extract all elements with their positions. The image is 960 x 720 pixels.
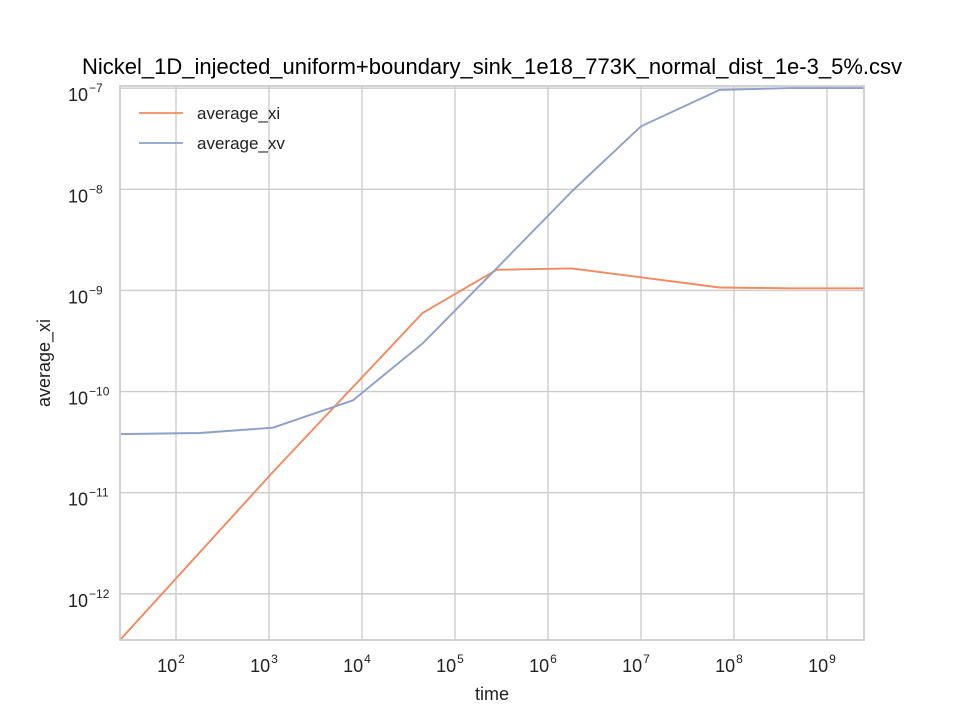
x-tick-label: 105 <box>436 652 464 676</box>
series-lines <box>119 87 864 641</box>
legend: average_xi average_xv <box>139 104 285 153</box>
legend-label-average-xi: average_xi <box>197 104 280 123</box>
series-line-average-xi <box>119 267 864 641</box>
y-axis-ticks: 10−12 10−11 10−10 10−9 10−8 10−7 <box>68 81 110 611</box>
x-tick-label: 104 <box>343 652 371 676</box>
x-axis-label: time <box>475 684 509 704</box>
x-tick-label: 108 <box>715 652 743 676</box>
plot-frame <box>119 85 865 641</box>
grid <box>120 86 864 640</box>
y-tick-label: 10−11 <box>68 486 109 510</box>
series-line-average-xv <box>119 87 864 436</box>
x-axis-ticks: 102 103 104 105 106 107 108 109 <box>157 652 836 676</box>
x-tick-label: 103 <box>250 652 278 676</box>
x-tick-label: 107 <box>622 652 650 676</box>
y-axis-label: average_xi <box>34 319 55 407</box>
x-tick-label: 109 <box>808 652 836 676</box>
y-tick-label: 10−10 <box>68 385 110 409</box>
chart-title: Nickel_1D_injected_uniform+boundary_sink… <box>82 54 902 79</box>
y-tick-label: 10−8 <box>68 182 103 206</box>
x-tick-label: 106 <box>529 652 557 676</box>
x-tick-label: 102 <box>157 652 185 676</box>
y-tick-label: 10−9 <box>68 283 103 307</box>
y-tick-label: 10−7 <box>68 81 103 105</box>
y-tick-label: 10−12 <box>68 587 110 611</box>
legend-label-average-xv: average_xv <box>197 134 285 153</box>
